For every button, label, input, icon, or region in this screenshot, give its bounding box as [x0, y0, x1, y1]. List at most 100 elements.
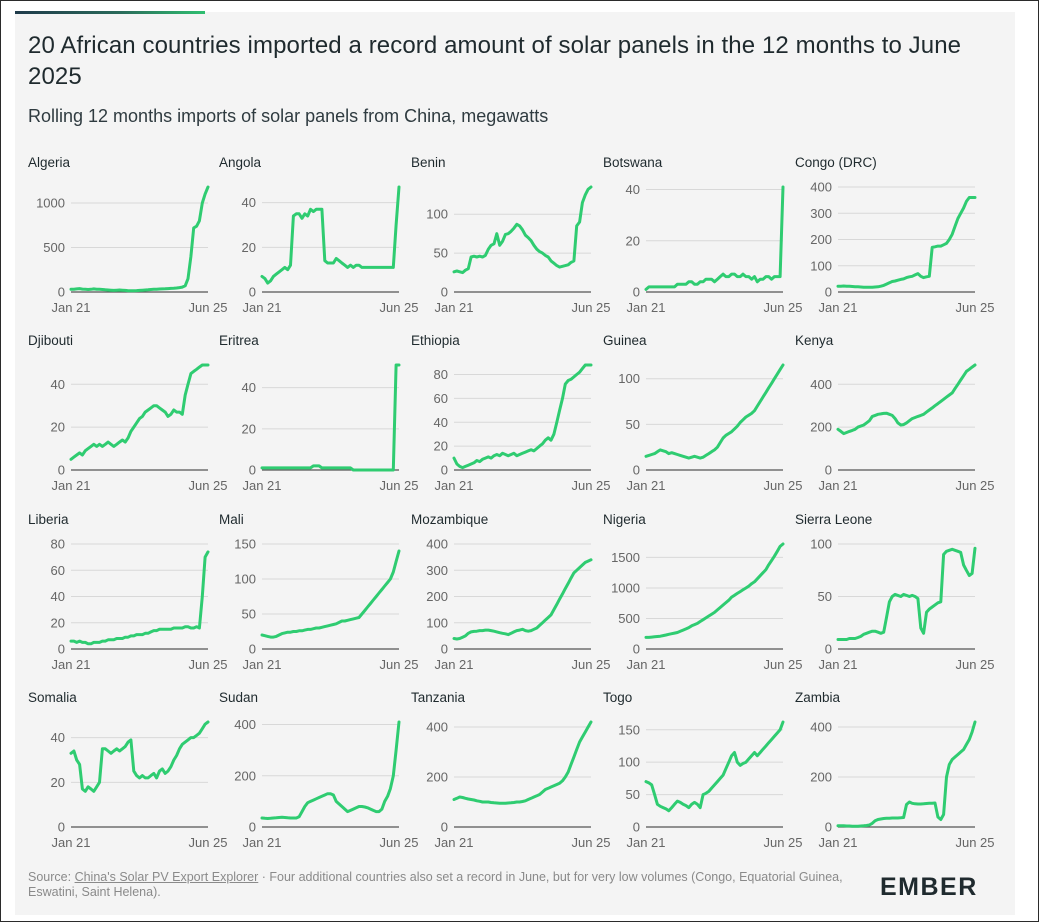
panel-title-benin: Benin [411, 155, 446, 170]
panel-title-botswana: Botswana [603, 155, 663, 170]
panel-chart-nigeria: 0 500 1000 1500 Jan 21 Jun 25 [611, 542, 803, 672]
y-tick-label: 0 [58, 820, 65, 835]
y-tick-label: 0 [633, 820, 640, 835]
x-tick-label-end: Jun 25 [188, 657, 227, 672]
x-tick-label-start: Jan 21 [242, 478, 281, 493]
y-tick-label: 50 [434, 246, 448, 261]
panel-title-sierra-leone: Sierra Leone [795, 512, 873, 527]
x-tick-label-start: Jan 21 [818, 478, 857, 493]
y-tick-label: 100 [810, 258, 832, 273]
y-tick-label: 0 [633, 642, 640, 657]
y-tick-label: 40 [434, 415, 448, 430]
x-tick-label-start: Jan 21 [818, 657, 857, 672]
series-line-nigeria [644, 542, 785, 639]
y-tick-label: 200 [426, 770, 448, 785]
x-tick-label-end: Jun 25 [379, 657, 418, 672]
panel-chart-somalia: 0 20 40 Jan 21 Jun 25 [51, 720, 228, 850]
y-tick-label: 0 [825, 642, 832, 657]
panel-eritrea: Eritrea 0 20 40 Jan 21 Jun 25 [219, 333, 419, 508]
panel-somalia: Somalia 0 20 40 Jan 21 Jun 25 [28, 690, 228, 865]
x-tick-label-start: Jan 21 [242, 657, 281, 672]
y-tick-label: 40 [51, 377, 65, 392]
x-tick-label-start: Jan 21 [626, 835, 665, 850]
panel-title-tanzania: Tanzania [411, 690, 466, 705]
y-tick-label: 0 [441, 642, 448, 657]
series-line-somalia [69, 720, 210, 793]
ember-logo: EMBER [880, 874, 976, 898]
series-line-ethiopia [452, 363, 593, 470]
y-tick-label: 100 [618, 755, 640, 770]
y-tick-label: 20 [626, 233, 640, 248]
panel-chart-guinea: 0 50 100 Jan 21 Jun 25 [618, 363, 803, 493]
chart-subtitle: Rolling 12 months imports of solar panel… [28, 106, 549, 126]
chart-title: 20 African countries imported a record a… [28, 32, 962, 90]
panel-chart-algeria: 0 500 1000 Jan 21 Jun 25 [36, 185, 228, 315]
panel-title-kenya: Kenya [795, 333, 834, 348]
y-tick-label: 400 [810, 180, 832, 195]
y-tick-label: 20 [51, 775, 65, 790]
panel-chart-congo-drc: 0 100 200 300 400 Jan 21 Jun 25 [810, 180, 994, 316]
series-line-liberia [69, 550, 210, 646]
series-line-algeria [69, 185, 210, 293]
accent-bar [15, 11, 205, 14]
panel-benin: Benin 0 50 100 Jan 21 Jun 25 [411, 155, 611, 330]
x-tick-label-start: Jan 21 [626, 300, 665, 315]
series-line-zambia [836, 720, 977, 828]
x-tick-label-end: Jun 25 [379, 478, 418, 493]
panel-chart-liberia: 0 20 40 60 80 Jan 21 Jun 25 [51, 537, 228, 673]
series-line-sierra-leone [836, 546, 977, 641]
y-tick-label: 500 [43, 240, 65, 255]
y-tick-label: 0 [825, 285, 832, 300]
source-link[interactable]: China's Solar PV Export Explorer [74, 870, 259, 884]
y-tick-label: 40 [626, 182, 640, 197]
panel-congo-drc: Congo (DRC) 0 100 200 300 400 Jan 21 Jun 25 [795, 155, 995, 330]
y-tick-label: 200 [426, 589, 448, 604]
x-tick-label-end: Jun 25 [763, 300, 802, 315]
y-tick-label: 0 [58, 463, 65, 478]
x-tick-label-start: Jan 21 [434, 478, 473, 493]
y-tick-label: 0 [825, 820, 832, 835]
panel-chart-angola: 0 20 40 Jan 21 Jun 25 [242, 185, 419, 315]
y-tick-label: 0 [249, 463, 256, 478]
series-line-togo [644, 720, 785, 813]
series-line-botswana [644, 185, 785, 291]
panel-chart-mozambique: 0 100 200 300 400 Jan 21 Jun 25 [426, 537, 610, 673]
x-tick-label-start: Jan 21 [818, 835, 857, 850]
series-line-eritrea [260, 363, 401, 472]
panel-title-nigeria: Nigeria [603, 512, 646, 527]
x-tick-label-start: Jan 21 [818, 300, 857, 315]
panel-chart-kenya: 0 200 400 Jan 21 Jun 25 [810, 363, 995, 493]
panel-angola: Angola 0 20 40 Jan 21 Jun 25 [219, 155, 419, 330]
x-tick-label-start: Jan 21 [434, 300, 473, 315]
panel-title-somalia: Somalia [28, 690, 77, 705]
x-tick-label-end: Jun 25 [188, 835, 227, 850]
x-tick-label-end: Jun 25 [571, 300, 610, 315]
panel-chart-sierra-leone: 0 50 100 Jan 21 Jun 25 [810, 537, 994, 673]
panel-mali: Mali 0 50 100 150 Jan 21 Jun 25 [219, 512, 419, 687]
y-tick-label: 0 [633, 285, 640, 300]
y-tick-label: 200 [810, 420, 832, 435]
series-line-mali [260, 549, 401, 639]
y-tick-label: 60 [51, 563, 65, 578]
x-tick-label-start: Jan 21 [626, 478, 665, 493]
panel-chart-togo: 0 50 100 150 Jan 21 Jun 25 [618, 720, 803, 850]
panel-title-mozambique: Mozambique [411, 512, 489, 527]
x-tick-label-start: Jan 21 [434, 657, 473, 672]
y-tick-label: 1500 [611, 550, 640, 565]
y-tick-label: 100 [810, 537, 832, 552]
y-tick-label: 300 [810, 206, 832, 221]
y-tick-label: 20 [51, 420, 65, 435]
y-tick-label: 0 [633, 463, 640, 478]
y-tick-label: 100 [426, 615, 448, 630]
y-tick-label: 50 [242, 607, 256, 622]
panel-ethiopia: Ethiopia 0 20 40 60 80 Jan 21 Jun 25 [411, 333, 611, 508]
panel-title-eritrea: Eritrea [219, 333, 259, 348]
y-tick-label: 60 [434, 391, 448, 406]
x-tick-label-start: Jan 21 [51, 478, 90, 493]
x-tick-label-end: Jun 25 [763, 478, 802, 493]
series-line-sudan [260, 720, 401, 820]
x-tick-label-start: Jan 21 [51, 300, 90, 315]
y-tick-label: 80 [434, 367, 448, 382]
y-tick-label: 400 [426, 537, 448, 552]
